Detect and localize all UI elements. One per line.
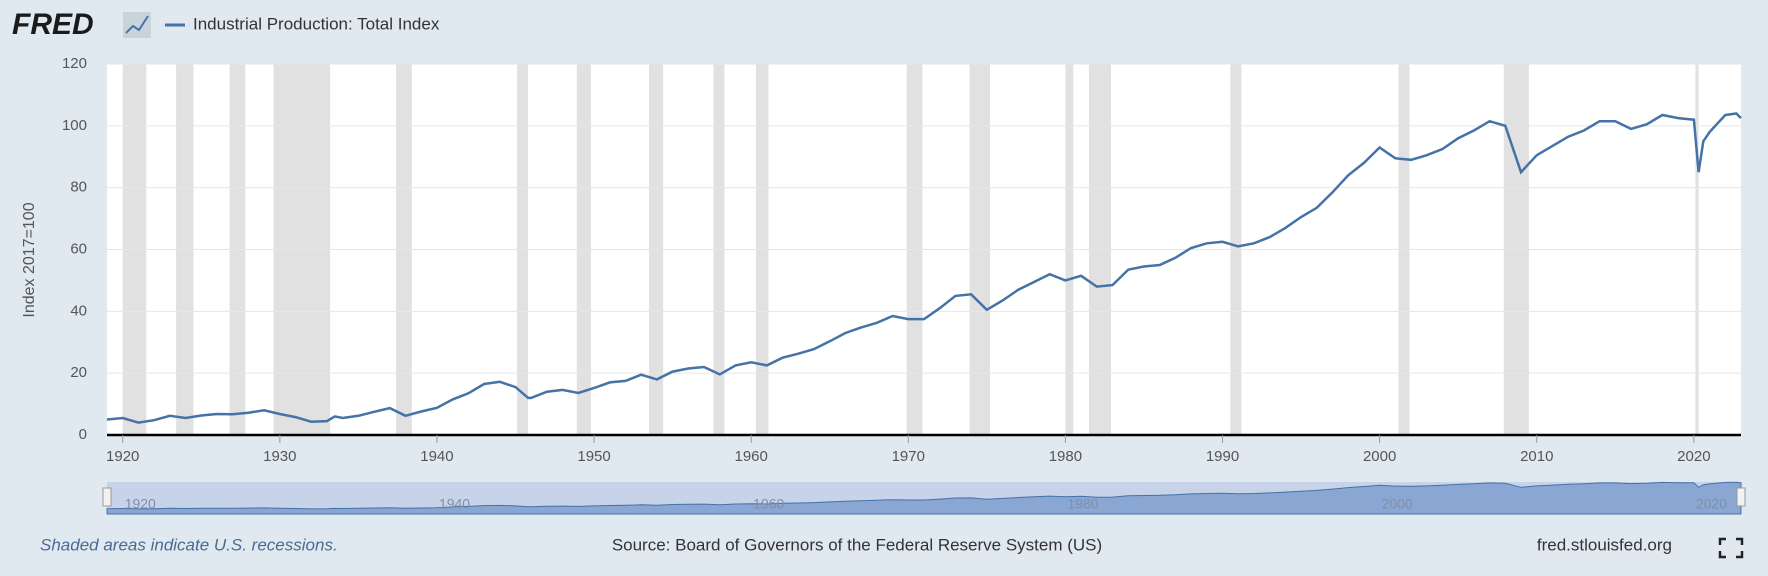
x-tick-label: 1980	[1049, 448, 1082, 465]
x-tick-label: 1950	[577, 448, 610, 465]
x-tick-label: 1960	[734, 448, 767, 465]
x-tick-label: 2000	[1363, 448, 1396, 465]
y-tick-label: 80	[70, 179, 87, 196]
navigator-tick-label: 1940	[439, 496, 470, 512]
navigator-area	[106, 481, 1742, 515]
navigator-tick-label: 2020	[1696, 496, 1727, 512]
navigator-tick-label: 1920	[125, 496, 156, 512]
navigator-handle[interactable]	[1736, 487, 1746, 507]
x-tick-label: 1970	[892, 448, 925, 465]
site-link[interactable]: fred.stlouisfed.org	[1537, 535, 1672, 554]
data-line	[106, 112, 1742, 424]
logo[interactable]: FRED	[12, 8, 94, 41]
navigator-tick-label: 1980	[1067, 496, 1098, 512]
y-tick-label: 60	[70, 240, 87, 257]
x-tick-label: 1920	[106, 448, 139, 465]
navigator-tick-label: 2000	[1382, 496, 1413, 512]
fullscreen-icon[interactable]	[1718, 537, 1744, 559]
x-tick-label: 1990	[1206, 448, 1239, 465]
y-axis-label: Index 2017=100	[21, 202, 38, 317]
recession-note: Shaded areas indicate U.S. recessions.	[40, 535, 338, 554]
y-tick-label: 100	[62, 117, 87, 134]
legend-label: Industrial Production: Total Index	[193, 14, 440, 33]
y-tick-label: 0	[79, 426, 87, 443]
y-tick-label: 20	[70, 364, 87, 381]
x-tick-label: 1930	[263, 448, 296, 465]
x-tick-label: 2010	[1520, 448, 1553, 465]
source: Source: Board of Governors of the Federa…	[612, 535, 1102, 554]
y-tick-label: 40	[70, 302, 87, 319]
navigator-tick-label: 1960	[753, 496, 784, 512]
logo-icon	[123, 12, 151, 38]
y-tick-label: 120	[62, 55, 87, 72]
x-tick-label: 2020	[1677, 448, 1710, 465]
navigator-handle[interactable]	[102, 487, 112, 507]
x-tick-label: 1940	[420, 448, 453, 465]
